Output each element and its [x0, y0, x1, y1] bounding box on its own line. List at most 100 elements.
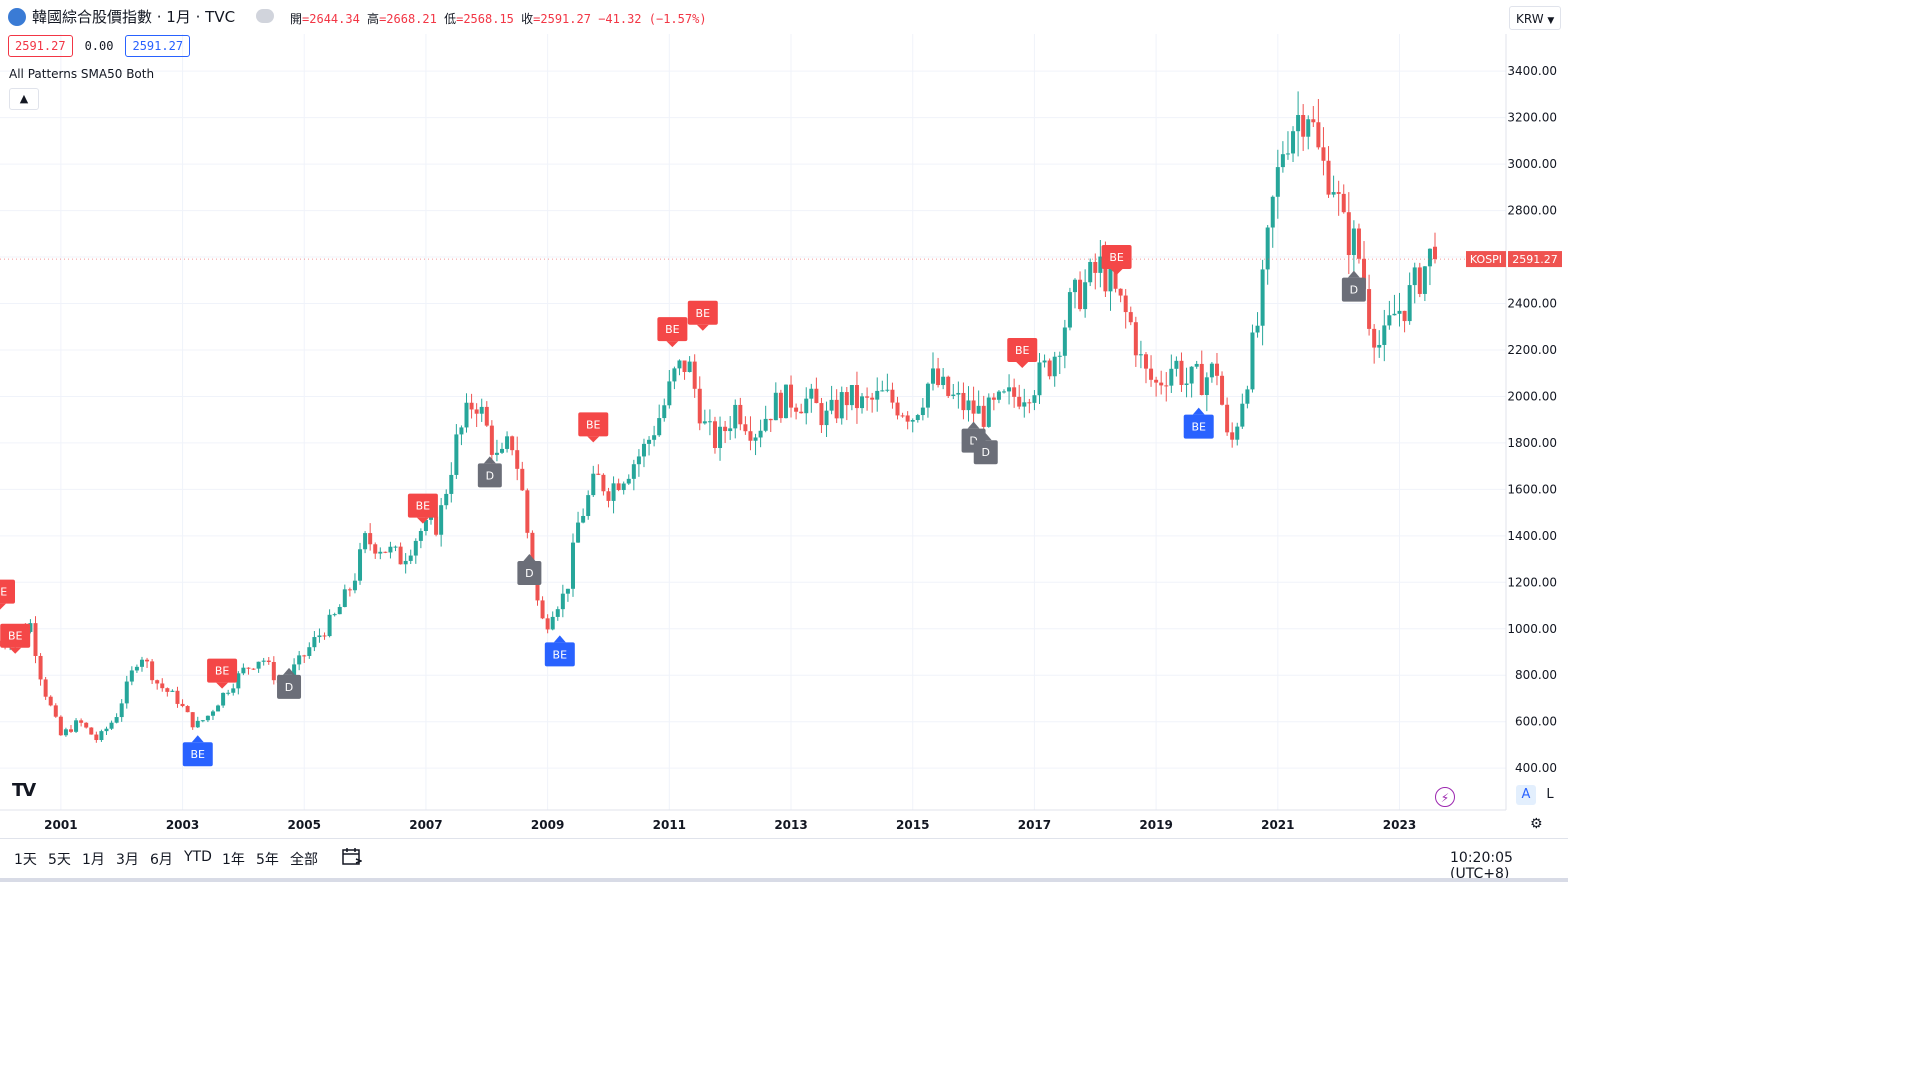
marker-box [1101, 245, 1132, 270]
candle-body [662, 405, 667, 419]
gear-icon[interactable]: ⚙ [1530, 816, 1543, 832]
range-all[interactable]: 全部 [290, 852, 318, 868]
lightning-icon[interactable]: ⚡ [1435, 787, 1455, 807]
pattern-marker-bearish: BE [0, 623, 31, 654]
last-price-tag: KOSPI 2591.27 [0, 251, 1562, 268]
auto-scale-button[interactable]: A [1516, 785, 1536, 805]
candle-body [1397, 310, 1402, 314]
candle-body [839, 392, 844, 419]
marker-label: D [1350, 284, 1358, 297]
price-chart[interactable]: BEBEBEBEDBEDDBEBEBEBEDDBEBEBED 400.00600… [0, 0, 1568, 882]
candle-body [1245, 389, 1250, 404]
candle-body [1032, 395, 1037, 403]
candle-body [565, 588, 570, 594]
hide-ohlc-toggle[interactable] [256, 9, 274, 23]
candle-body [789, 384, 794, 408]
candle-body [1326, 160, 1331, 195]
collapse-indicators-button[interactable]: ▲ [9, 88, 39, 110]
x-tick-label: 2013 [774, 818, 807, 832]
sell-price-box[interactable]: 2591.27 [8, 35, 73, 57]
currency-select[interactable]: KRW ▼ [1509, 6, 1561, 30]
candle-body [454, 434, 459, 475]
candle-body [216, 705, 221, 712]
candle-body [1108, 268, 1113, 292]
candle-body [966, 400, 971, 411]
candle-body [129, 670, 134, 682]
range-5d[interactable]: 5天 [48, 852, 71, 868]
candle-body [1189, 366, 1194, 384]
candle-body [1235, 426, 1240, 440]
candle-body [647, 439, 652, 444]
candle-body [1214, 363, 1219, 376]
candle-body [626, 478, 631, 484]
y-tick-label: 400.00 [1515, 761, 1557, 775]
indicator-label[interactable]: All Patterns SMA50 Both [9, 67, 155, 81]
high-value: =2668.21 [379, 12, 437, 26]
candle-body [373, 544, 378, 554]
candle-body [1387, 315, 1392, 326]
candle-body [1113, 268, 1118, 289]
candle-body [1331, 192, 1336, 195]
candle-body [910, 420, 915, 422]
candle-body [170, 690, 175, 692]
candle-body [165, 688, 170, 692]
symbol-title[interactable]: 韓國綜合股價指數 · 1月 · TVC [32, 8, 236, 26]
marker-box [182, 742, 213, 767]
candle-body [256, 661, 261, 669]
candle-body [1306, 119, 1311, 137]
range-6m[interactable]: 6月 [150, 852, 173, 868]
marker-label: BE [8, 630, 23, 643]
candle-body [403, 560, 408, 565]
calendar-icon[interactable] [342, 847, 362, 865]
pattern-marker-doji: D [973, 433, 998, 465]
candle-body [474, 409, 479, 414]
candle-body [68, 729, 73, 732]
candle-body [854, 385, 859, 409]
symbol-tag-box [1466, 251, 1506, 268]
range-1y[interactable]: 1年 [222, 852, 245, 868]
candlestick-series [0, 91, 1438, 743]
candle-body [829, 399, 834, 411]
tradingview-logo-icon[interactable]: TV [12, 780, 36, 801]
candle-body [616, 483, 621, 491]
buy-price-box[interactable]: 2591.27 [125, 35, 191, 57]
marker-pointer [1347, 270, 1360, 278]
y-tick-label: 3000.00 [1507, 157, 1557, 171]
x-tick-label: 2001 [44, 818, 77, 832]
candle-body [429, 516, 434, 520]
candle-body [1311, 119, 1316, 123]
range-ytd[interactable]: YTD [184, 849, 212, 865]
candle-body [880, 390, 885, 392]
candle-body [1412, 267, 1417, 286]
time-axis: 2001 2003 2005 2007 2009 2011 2013 2015 2017 2019… [44, 818, 1416, 832]
range-1d[interactable]: 1天 [14, 852, 37, 868]
marker-label: D [486, 469, 494, 482]
pattern-marker-bearish: BE [407, 493, 438, 524]
candle-body [723, 426, 728, 432]
candle-body [1296, 115, 1301, 132]
candle-body [748, 431, 753, 441]
pattern-marker-doji: D [477, 456, 502, 488]
candle-body [363, 533, 368, 550]
pattern-marker-bearish: BE [207, 658, 238, 689]
range-1m[interactable]: 1月 [82, 852, 105, 868]
candle-body [398, 546, 403, 565]
marker-label: D [285, 681, 293, 694]
candle-body [1316, 122, 1321, 148]
range-5y[interactable]: 5年 [256, 852, 279, 868]
candle-body [641, 443, 646, 457]
candle-body [38, 655, 43, 680]
candle-body [139, 659, 144, 667]
candle-body [936, 368, 941, 386]
log-scale-button[interactable]: L [1546, 787, 1554, 802]
candle-body [941, 376, 946, 386]
candle-body [1356, 228, 1361, 259]
candle-body [895, 402, 900, 416]
candle-body [205, 715, 210, 721]
candle-body [459, 427, 464, 435]
range-3m[interactable]: 3月 [116, 852, 139, 868]
candle-body [1022, 402, 1027, 407]
marker-box [578, 412, 609, 437]
candle-body [119, 703, 124, 718]
candle-body [520, 468, 525, 491]
